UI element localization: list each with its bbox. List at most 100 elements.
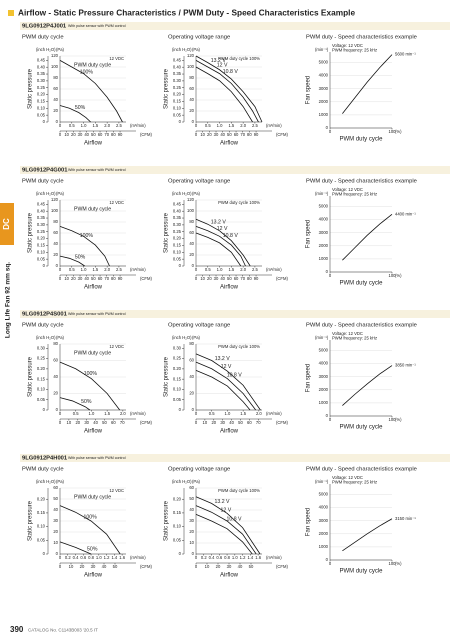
x-tick-label: 0.5	[73, 411, 79, 416]
x2-unit: (CFM)	[276, 420, 288, 425]
legend-title: PWM duty cycle	[74, 494, 111, 500]
condition: PWM frequency: 25 kHz	[332, 480, 377, 485]
unit-inch: (inch H₂O)	[172, 47, 192, 52]
y2-tick-label: 0.20	[37, 496, 46, 501]
x2-tick-label: 40	[220, 132, 225, 137]
x-tick-label: 1.0	[225, 411, 231, 416]
y-tick-label: 3000	[319, 86, 329, 91]
side-tab	[0, 203, 14, 245]
x-tick-label: 1.0	[217, 267, 223, 272]
chart-title: Operating voltage range	[168, 323, 230, 329]
curve-label: 13.2 V	[215, 356, 231, 362]
y2-tick-label: 0.25	[173, 356, 182, 361]
model-note: With pulse sensor with PWM control	[68, 24, 126, 28]
x-tick-label: 0.8	[224, 555, 230, 560]
y2-tick-label: 0	[43, 263, 46, 268]
speed-annotation: 3150 min⁻¹	[395, 516, 416, 521]
y2-tick-label: 0.40	[37, 208, 46, 213]
curve	[342, 518, 393, 552]
y2-tick-label: 0.30	[173, 345, 182, 350]
x-unit: (m³/min)	[266, 411, 282, 416]
condition: PWM duty cycle 100%	[218, 200, 260, 205]
model-number: 9LG0912P4S001	[22, 312, 68, 318]
x-axis-label: Airflow	[84, 141, 103, 147]
x-tick-label: 0.6	[80, 555, 86, 560]
x2-tick-label: 20	[71, 276, 76, 281]
y2-tick-label: 0.30	[37, 78, 46, 83]
y-tick-label: 20	[53, 391, 58, 396]
model-number: 9LG0912P4J001	[22, 24, 67, 30]
y2-tick-label: 0.35	[37, 215, 46, 220]
curve-label: 100%	[80, 233, 94, 239]
curve-label: 12 V	[221, 364, 232, 370]
y-tick-label: 40	[53, 374, 58, 379]
x2-tick-label: 60	[98, 132, 103, 137]
x2-tick-label: 30	[91, 564, 96, 569]
y-tick-label: 60	[53, 485, 58, 490]
y-axis-label: Fan speed	[306, 220, 312, 248]
x-tick-label: 0	[195, 555, 198, 560]
y2-tick-label: 0.10	[37, 105, 46, 110]
x-tick-label: 2.5	[252, 123, 258, 128]
x-unit: (%)	[395, 417, 402, 422]
x-axis-label: Airflow	[84, 573, 103, 579]
y-tick-label: 20	[189, 529, 194, 534]
y-tick-label: 40	[189, 507, 194, 512]
y-tick-label: 1000	[319, 256, 329, 261]
chart-title: PWM duty - Speed characteristics example	[306, 323, 417, 329]
curve-label: 10.8 V	[227, 372, 243, 378]
curve-label: 10.8 V	[223, 69, 239, 75]
y-tick-label: 60	[189, 358, 194, 363]
unit-rpm: (min⁻¹)	[315, 191, 329, 196]
curve-label: 13.2 V	[211, 220, 227, 226]
y-axis-label: Static pressure	[164, 212, 170, 253]
x2-tick-label: 0	[195, 564, 198, 569]
y-tick-label: 0	[56, 119, 59, 124]
legend-title: PWM duty cycle	[74, 350, 111, 356]
curve	[195, 505, 257, 555]
curve	[342, 365, 393, 406]
condition: Voltage: 12 VDC	[332, 331, 363, 336]
y2-tick-label: 0.05	[37, 397, 46, 402]
x-tick-label: 0	[329, 273, 332, 278]
y-tick-label: 80	[53, 341, 58, 346]
x2-unit: (CFM)	[140, 132, 152, 137]
x2-tick-label: 10	[64, 132, 69, 137]
unit-pa: (Pa)	[56, 479, 65, 484]
x2-tick-label: 20	[80, 564, 85, 569]
x-tick-label: 2.0	[120, 411, 126, 416]
catalog-number: CATALOG No. C1143B003 '20.5 IT	[28, 628, 98, 633]
y2-tick-label: 0.10	[173, 249, 182, 254]
legend-title: PWM duty cycle	[74, 206, 111, 212]
y-tick-label: 3000	[319, 374, 329, 379]
y-tick-label: 50	[53, 496, 58, 501]
y-tick-label: 3000	[319, 230, 329, 235]
y-tick-label: 0	[326, 413, 329, 418]
x2-tick-label: 80	[111, 132, 116, 137]
x-unit: (%)	[395, 129, 402, 134]
x2-unit: (CFM)	[140, 564, 152, 569]
x-unit: (m³/min)	[266, 123, 282, 128]
x-tick-label: 0.6	[216, 555, 222, 560]
unit-pa: (Pa)	[56, 191, 65, 196]
y-tick-label: 0	[56, 263, 59, 268]
y-axis-label: Static pressure	[28, 68, 34, 109]
y-axis-label: Static pressure	[28, 500, 34, 541]
curve	[59, 361, 121, 411]
unit-pa: (Pa)	[192, 191, 201, 196]
y2-tick-label: 0.10	[37, 249, 46, 254]
y-tick-label: 120	[51, 197, 59, 202]
curve-label: 10.8 V	[227, 516, 243, 522]
x-tick-label: 0	[195, 267, 198, 272]
y-tick-label: 40	[53, 241, 58, 246]
chart-title: PWM duty cycle	[22, 467, 64, 473]
curve	[195, 226, 246, 267]
unit-pa: (Pa)	[192, 479, 201, 484]
y-tick-label: 80	[53, 75, 58, 80]
x2-tick-label: 50	[91, 276, 96, 281]
y-tick-label: 20	[53, 529, 58, 534]
curve	[195, 55, 263, 123]
y2-tick-label: 0	[179, 407, 182, 412]
x2-tick-label: 30	[214, 276, 219, 281]
unit-rpm: (min⁻¹)	[315, 479, 329, 484]
